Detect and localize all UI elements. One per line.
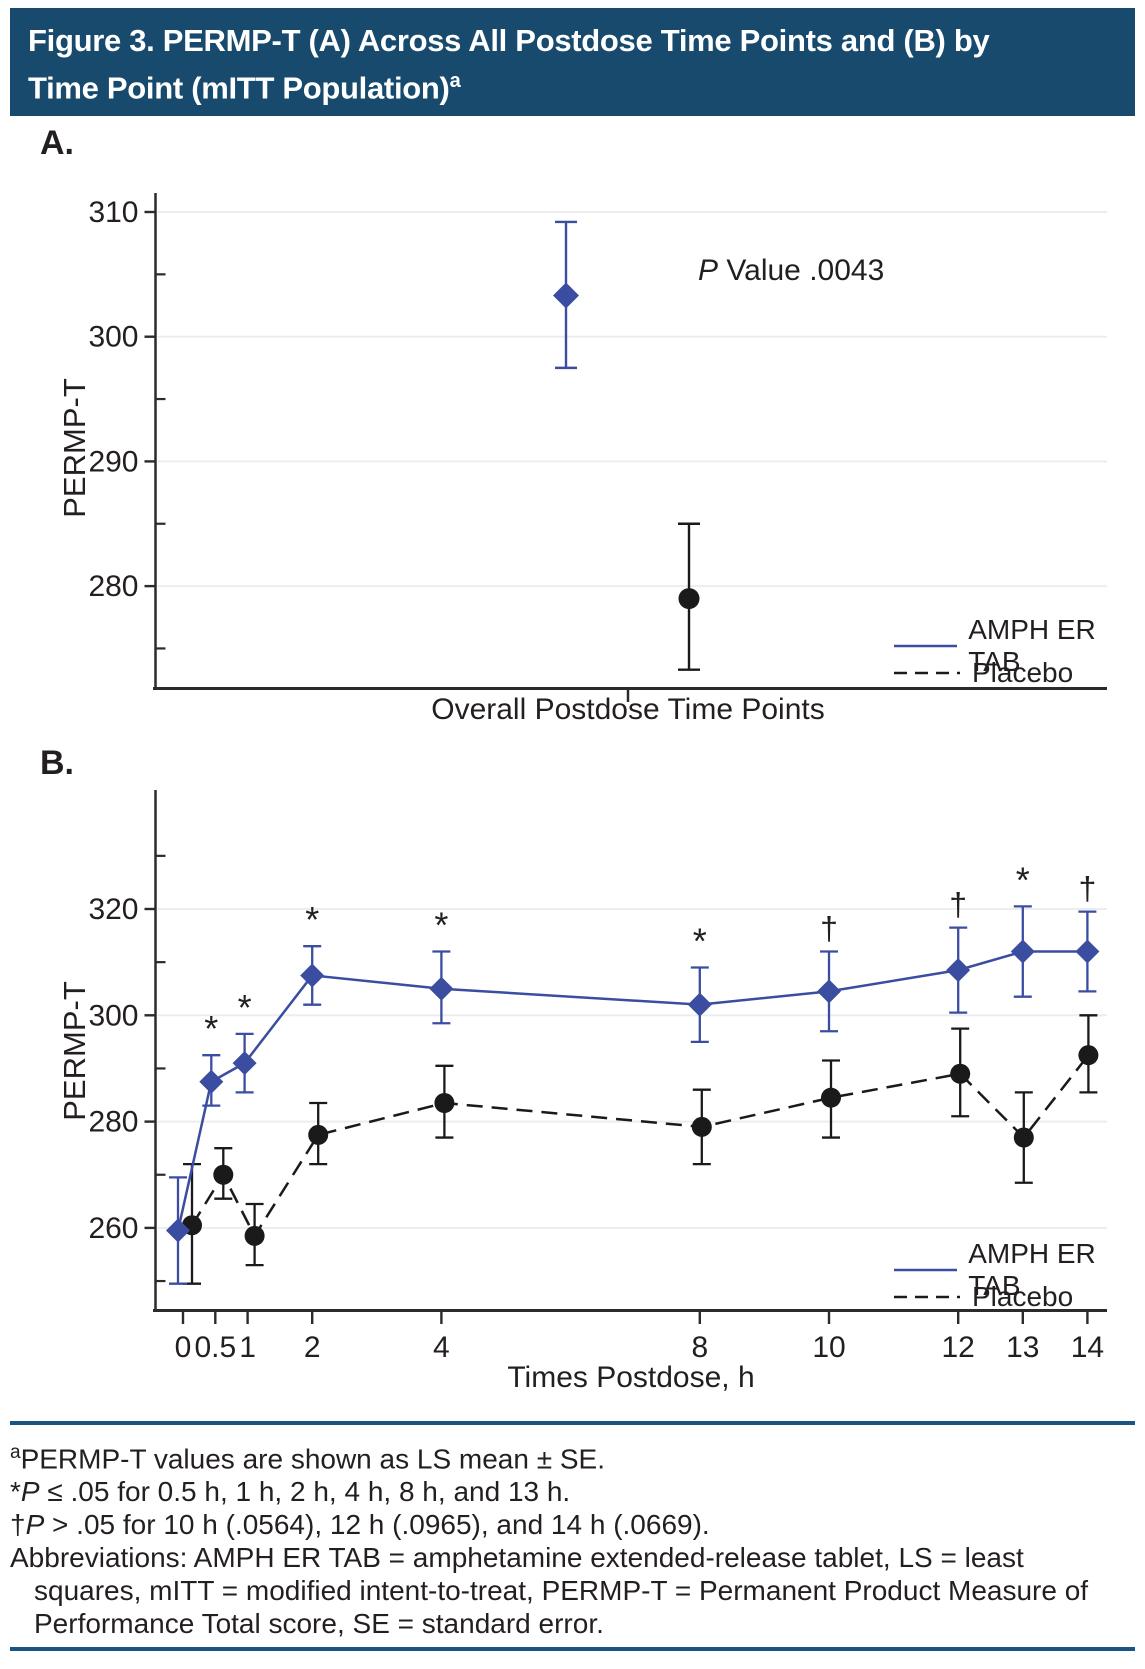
y-tick-label: 320: [88, 893, 138, 926]
y-tick-label: 280: [88, 570, 138, 603]
legend-item-placebo: Placebo: [893, 657, 1145, 688]
significance-asterisk: *: [1016, 859, 1030, 900]
significance-asterisk: *: [238, 987, 252, 1028]
significance-asterisk: *: [204, 1008, 218, 1049]
bottom-divider-line: [10, 1647, 1135, 1651]
figure-title-line2: Time Point (mITT Population)a: [28, 70, 461, 106]
solid-line-sample-icon: [894, 644, 958, 648]
significance-dagger: †: [820, 911, 838, 947]
figure-title-bar: Figure 3. PERMP-T (A) Across All Postdos…: [10, 8, 1135, 116]
circle-marker: [434, 1092, 455, 1113]
diamond-marker: [687, 992, 712, 1017]
x-tick-label: 10: [812, 1331, 845, 1364]
p-value-annotation: P Value .0043: [698, 254, 885, 287]
panel-a-chart: 280 290 300 310: [88, 193, 1107, 702]
footnote-abbreviations-line3: Performance Total score, SE = standard e…: [34, 1608, 604, 1640]
legend-label: Placebo: [972, 1281, 1074, 1312]
legend-item-placebo: Placebo: [893, 1281, 1145, 1312]
panel-b-legend: AMPH ER TAB Placebo: [893, 1238, 1145, 1312]
placebo-series-line: [190, 1054, 1090, 1239]
x-tick-label: 2: [304, 1331, 321, 1364]
panel-a-x-axis-title: Overall Postdose Time Points: [431, 693, 825, 726]
footnote-lsmean: aPERMP-T values are shown as LS mean ± S…: [10, 1442, 606, 1475]
x-tick-label: 0: [175, 1331, 192, 1364]
panel-b-x-axis-title: Times Postdose, h: [507, 1361, 755, 1394]
diamond-marker: [946, 958, 971, 983]
y-tick-label: 260: [88, 1212, 138, 1245]
legend-item-amph: AMPH ER TAB: [893, 1238, 1145, 1301]
x-tick-label: 14: [1071, 1331, 1104, 1364]
legend-item-amph: AMPH ER TAB: [893, 614, 1145, 677]
footnotes-block: aPERMP-T values are shown as LS mean ± S…: [10, 1436, 1137, 1640]
diamond-marker: [429, 976, 454, 1001]
diamond-marker: [1010, 939, 1035, 964]
circle-marker: [950, 1063, 971, 1084]
legend-label: AMPH ER TAB: [968, 1238, 1096, 1301]
x-tick-label: 8: [691, 1331, 708, 1364]
circle-marker: [678, 588, 700, 610]
circle-marker: [213, 1164, 234, 1185]
diamond-marker: [817, 979, 841, 1004]
amph-series-line: [176, 950, 1088, 1231]
significance-asterisk: *: [305, 899, 319, 940]
y-tick-label: 300: [88, 999, 138, 1032]
circle-marker: [244, 1225, 265, 1246]
x-tick-label: 4: [433, 1331, 450, 1364]
y-tick-label: 300: [88, 321, 138, 354]
significance-dagger: †: [949, 887, 967, 923]
circle-marker: [691, 1116, 712, 1137]
x-tick-label: 12: [942, 1331, 975, 1364]
dashed-line-sample-icon: [894, 1295, 960, 1299]
footnote-abbreviations-line1: Abbreviations: AMPH ER TAB = amphetamine…: [10, 1542, 1024, 1574]
significance-dagger: †: [1079, 871, 1097, 907]
title-superscript-a: a: [449, 70, 461, 92]
diamond-marker: [199, 1069, 224, 1094]
legend-label: AMPH ER TAB: [968, 614, 1096, 677]
circle-marker: [1078, 1045, 1099, 1066]
top-divider-line: [10, 1421, 1135, 1425]
diamond-marker: [1075, 939, 1100, 964]
y-tick-label: 310: [88, 196, 138, 229]
significance-asterisk: *: [693, 920, 707, 961]
footnote-asterisk: *P ≤ .05 for 0.5 h, 1 h, 2 h, 4 h, 8 h, …: [10, 1476, 571, 1508]
x-tick-label: 13: [1006, 1331, 1039, 1364]
footnote-abbreviations-line2: squares, mITT = modified intent-to-treat…: [34, 1575, 1089, 1607]
footnote-dagger: †P > .05 for 10 h (.0564), 12 h (.0965),…: [10, 1509, 710, 1541]
y-tick-label: 280: [88, 1106, 138, 1139]
panel-b-label: B.: [40, 744, 74, 782]
panel-a-label: A.: [40, 124, 74, 162]
circle-marker: [1013, 1127, 1034, 1148]
solid-line-sample-icon: [894, 1268, 958, 1272]
significance-asterisk: *: [434, 905, 448, 946]
panel-a-legend: AMPH ER TAB Placebo: [893, 614, 1145, 688]
circle-marker: [821, 1087, 841, 1108]
x-tick-label: 0.5: [194, 1331, 236, 1364]
diamond-marker: [553, 282, 579, 309]
y-tick-label: 290: [88, 445, 138, 478]
diamond-marker: [300, 963, 325, 988]
diamond-marker: [166, 1218, 190, 1243]
x-tick-label: 1: [239, 1331, 256, 1364]
circle-marker: [308, 1124, 329, 1145]
diamond-marker: [232, 1051, 257, 1076]
legend-label: Placebo: [972, 657, 1074, 688]
dashed-line-sample-icon: [894, 671, 960, 675]
figure-title-line1: Figure 3. PERMP-T (A) Across All Postdos…: [28, 23, 990, 58]
